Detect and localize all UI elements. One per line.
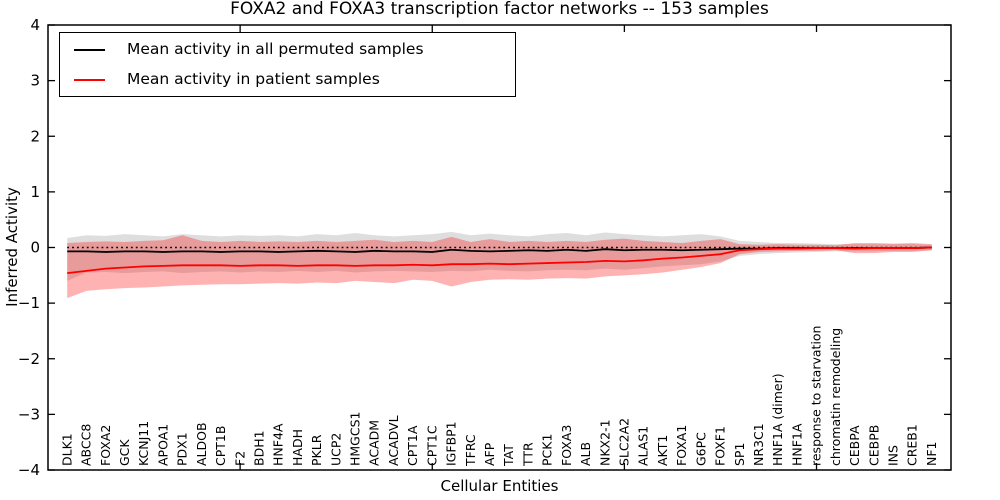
y-tick-label: 4	[30, 16, 40, 34]
y-tick-label: −2	[18, 350, 40, 368]
x-category-label: CPT1A	[405, 425, 420, 466]
x-category-label: CEBPA	[847, 425, 862, 466]
permuted-line-swatch	[74, 48, 105, 51]
x-category-label: ALB	[578, 442, 593, 466]
x-category-label: APOA1	[155, 424, 170, 466]
patient-mean-line	[67, 246, 932, 274]
x-category-label: GCK	[117, 439, 132, 466]
x-category-label: PCK1	[540, 434, 555, 466]
x-category-label: FOXA3	[559, 425, 574, 466]
x-category-label: HNF1A	[789, 423, 804, 466]
x-category-label: ALAS1	[636, 426, 651, 466]
x-category-label: DLK1	[59, 433, 74, 466]
x-category-label: AFP	[482, 442, 497, 466]
legend-label-permuted: Mean activity in all permuted samples	[127, 39, 424, 58]
x-category-label: CREB1	[905, 424, 920, 466]
x-category-label: HMGCS1	[348, 412, 363, 467]
x-category-label: UCP2	[328, 433, 343, 466]
x-category-label: NKX2-1	[597, 419, 612, 466]
y-tick-label: −3	[18, 405, 40, 423]
x-category-label: IGFBP1	[444, 421, 459, 466]
x-category-label: FOXA1	[674, 425, 689, 466]
x-category-label: SLC2A2	[617, 418, 632, 466]
x-category-label: ABCC8	[79, 424, 94, 466]
x-category-label: TTR	[520, 442, 535, 467]
x-category-label: AKT1	[655, 435, 670, 466]
legend: Mean activity in all permuted samples Me…	[59, 32, 516, 97]
x-category-label: FOXA2	[98, 425, 113, 466]
x-category-label: G6PC	[693, 432, 708, 466]
legend-item-permuted: Mean activity in all permuted samples	[60, 35, 515, 65]
x-category-label: CPT1B	[213, 426, 228, 466]
x-category-label: CPT1C	[424, 425, 439, 466]
y-tick-label: 0	[30, 239, 40, 257]
y-tick-label: −4	[18, 461, 40, 479]
x-category-label: ALDOB	[194, 422, 209, 466]
x-category-label: chromatin remodeling	[828, 328, 843, 466]
x-category-label: BDH1	[251, 430, 266, 466]
x-category-label: CEBPB	[866, 425, 881, 466]
legend-item-patient: Mean activity in patient samples	[60, 65, 515, 95]
x-category-label: PDX1	[175, 432, 190, 466]
y-tick-label: 2	[30, 127, 40, 145]
y-tick-label: 1	[30, 183, 40, 201]
y-tick-label: −1	[18, 294, 40, 312]
x-category-label: INS	[885, 445, 900, 466]
x-category-label: SP1	[732, 443, 747, 466]
x-category-label: PKLR	[309, 434, 324, 466]
x-category-label: TAT	[501, 444, 516, 467]
x-category-label: HNF1A (dimer)	[770, 373, 785, 466]
x-category-label: F2	[232, 451, 247, 466]
x-category-label: response to starvation	[809, 326, 824, 467]
x-category-label: NF1	[924, 442, 939, 467]
permuted-band	[67, 231, 932, 281]
x-category-label: FOXF1	[713, 426, 728, 466]
x-category-label: HADH	[290, 429, 305, 466]
patient-line-swatch	[74, 78, 105, 81]
x-axis-label: Cellular Entities	[440, 477, 559, 495]
chart-title: FOXA2 and FOXA3 transcription factor net…	[230, 0, 769, 19]
x-category-label: ACADVL	[386, 415, 401, 466]
x-category-label: ACADM	[367, 420, 382, 466]
x-category-label: HNF4A	[271, 423, 286, 466]
legend-label-patient: Mean activity in patient samples	[127, 69, 380, 88]
x-category-label: TFRC	[463, 434, 478, 467]
x-category-label: KCNJ11	[136, 421, 151, 466]
x-category-label: NR3C1	[751, 423, 766, 466]
y-tick-label: 3	[30, 72, 40, 90]
